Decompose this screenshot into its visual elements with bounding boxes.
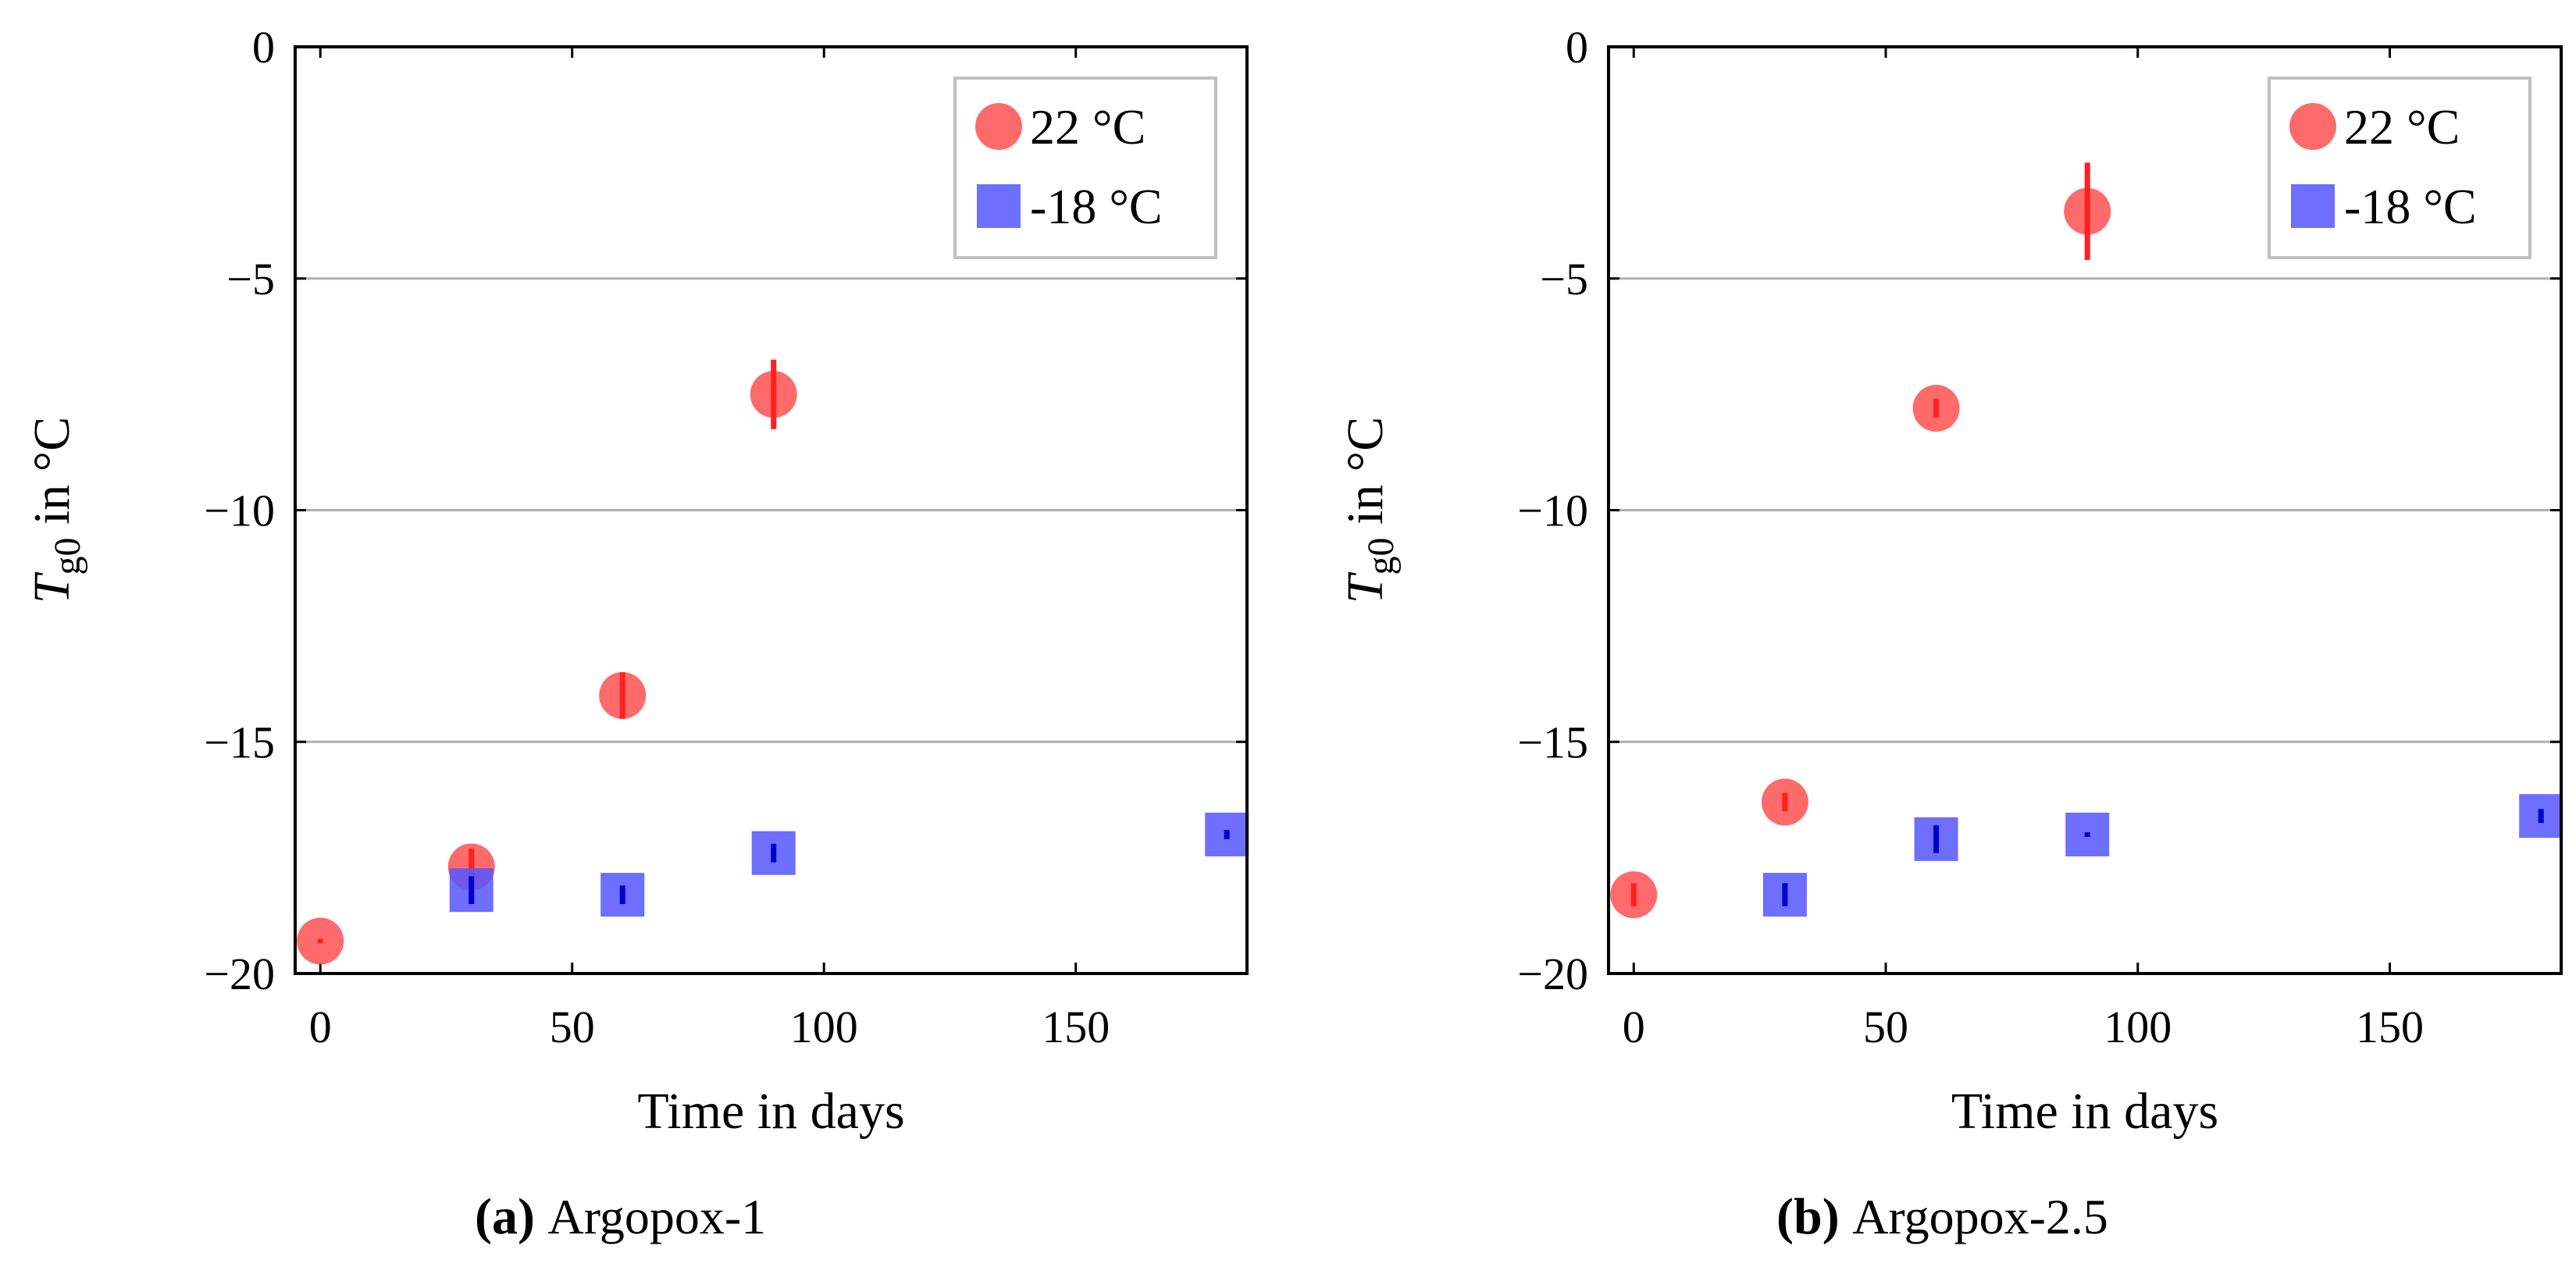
legend-marker-square [2291, 184, 2335, 228]
y-tick-label: −20 [204, 949, 275, 999]
y-axis-label: Tg0 in °C [1337, 417, 1402, 603]
caption-letter: a [492, 1188, 518, 1245]
series-cold [1762, 794, 2564, 917]
y-tick-label: 0 [252, 22, 275, 73]
y-tick-label: −5 [226, 254, 275, 304]
legend-label: -18 °C [2344, 179, 2477, 234]
plot-frame [294, 45, 1249, 975]
y-axis-label-unit: in °C [23, 417, 80, 538]
legend: 22 °C -18 °C [953, 77, 1217, 259]
y-axis-label-subscript: g0 [47, 538, 88, 575]
caption-close-paren: ) [518, 1188, 547, 1245]
x-tick-label: 150 [2356, 1002, 2424, 1052]
x-tick-label: 100 [2104, 1002, 2172, 1052]
legend: 22 °C -18 °C [2268, 77, 2531, 259]
series-cold [449, 812, 1249, 917]
y-tick-label: −15 [1517, 717, 1588, 767]
series-warm [297, 359, 797, 965]
series-warm [1610, 162, 2111, 919]
legend-label: 22 °C [2344, 99, 2460, 155]
y-tick-label: −20 [1517, 949, 1588, 999]
chart-panel-b: 0 −5 −10 −15 −20 0 50 100 150 22 °C -18 °C Time in … [1337, 22, 2564, 1245]
caption: (b) Argopox-2.5 [1776, 1188, 2108, 1245]
caption-open-paren: ( [475, 1188, 492, 1245]
legend-marker-circle [2289, 103, 2336, 150]
y-axis-label-subscript: g0 [1360, 538, 1402, 575]
y-tick-label: −10 [1517, 486, 1588, 536]
x-axis-label: Time in days [1951, 1083, 2218, 1140]
y-axis-label-symbol: T [23, 571, 80, 603]
caption-open-paren: ( [1776, 1188, 1794, 1245]
caption-text: Argopox-2.5 [1852, 1189, 2108, 1244]
chart-panel-a: 0 −5 −10 −15 −20 0 50 100 150 22 °C -18 °C Time in … [23, 22, 1249, 1245]
y-tick-label: −5 [1540, 254, 1588, 304]
y-tick-label: −10 [204, 486, 275, 536]
x-tick-label: 150 [1042, 1002, 1110, 1052]
x-tick-label: 0 [309, 1002, 332, 1052]
x-axis-label: Time in days [637, 1083, 904, 1140]
y-axis-label-symbol: T [1337, 571, 1394, 603]
y-tick-label: −15 [204, 717, 275, 767]
x-tick-label: 50 [550, 1002, 595, 1052]
x-tick-label: 0 [1623, 1002, 1645, 1052]
y-tick-label: 0 [1566, 22, 1588, 73]
legend-marker-square [977, 184, 1021, 228]
plot-frame [1607, 45, 2563, 975]
y-axis-label-unit: in °C [1337, 417, 1394, 538]
caption-letter: b [1794, 1188, 1822, 1245]
caption-text: Argopox-1 [547, 1189, 766, 1244]
legend-label: 22 °C [1030, 99, 1145, 155]
caption-close-paren: ) [1822, 1188, 1852, 1245]
legend-label: -18 °C [1030, 179, 1163, 234]
x-tick-label: 100 [790, 1002, 858, 1052]
legend-marker-circle [975, 103, 1022, 150]
y-axis-label: Tg0 in °C [23, 417, 88, 603]
x-tick-label: 50 [1863, 1002, 1908, 1052]
caption: (a) Argopox-1 [475, 1188, 766, 1245]
